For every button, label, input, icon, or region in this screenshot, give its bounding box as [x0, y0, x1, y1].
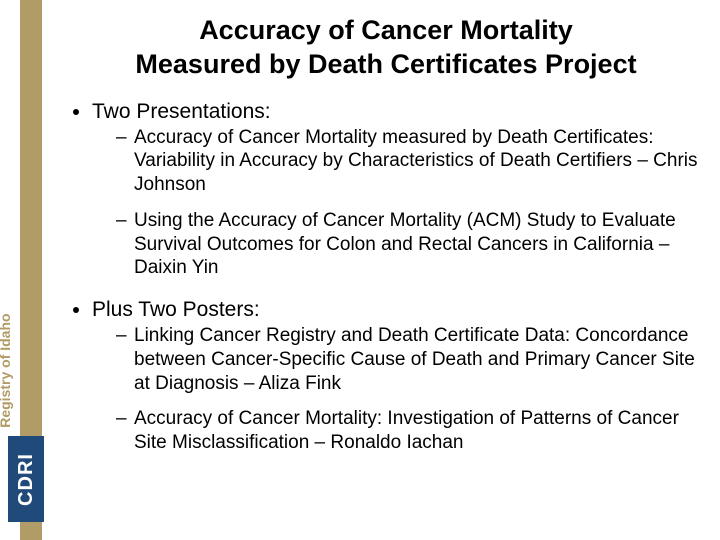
- bullet-list: Two Presentations: Accuracy of Cancer Mo…: [70, 100, 702, 455]
- logo-box: CDRI: [8, 436, 44, 522]
- sub-bullet-item: Using the Accuracy of Cancer Mortality (…: [116, 209, 702, 280]
- slide-title: Accuracy of Cancer Mortality Measured by…: [70, 14, 702, 82]
- org-name-line2: Registry of Idaho: [0, 314, 14, 428]
- bullet-label: Plus Two Posters:: [92, 298, 260, 321]
- sub-bullet-list: Accuracy of Cancer Mortality measured by…: [92, 126, 702, 281]
- sub-bullet-item: Accuracy of Cancer Mortality: Investigat…: [116, 407, 702, 455]
- title-line-1: Accuracy of Cancer Mortality: [199, 15, 573, 45]
- sub-bullet-item: Accuracy of Cancer Mortality measured by…: [116, 126, 702, 197]
- logo-badge: CDRI: [8, 436, 44, 522]
- left-rail: Cancer Data Registry of Idaho CDRI: [0, 0, 58, 540]
- sub-bullet-item: Linking Cancer Registry and Death Certif…: [116, 324, 702, 395]
- slide-content: Accuracy of Cancer Mortality Measured by…: [70, 14, 702, 473]
- title-line-2: Measured by Death Certificates Project: [135, 49, 636, 79]
- sub-bullet-list: Linking Cancer Registry and Death Certif…: [92, 324, 702, 455]
- org-name-vertical: Cancer Data Registry of Idaho: [0, 314, 14, 428]
- bullet-item: Two Presentations: Accuracy of Cancer Mo…: [92, 100, 702, 281]
- bullet-item: Plus Two Posters: Linking Cancer Registr…: [92, 298, 702, 455]
- bullet-label: Two Presentations:: [92, 100, 271, 123]
- logo-text: CDRI: [15, 453, 38, 506]
